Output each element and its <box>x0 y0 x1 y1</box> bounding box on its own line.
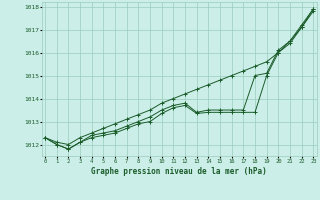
X-axis label: Graphe pression niveau de la mer (hPa): Graphe pression niveau de la mer (hPa) <box>91 167 267 176</box>
